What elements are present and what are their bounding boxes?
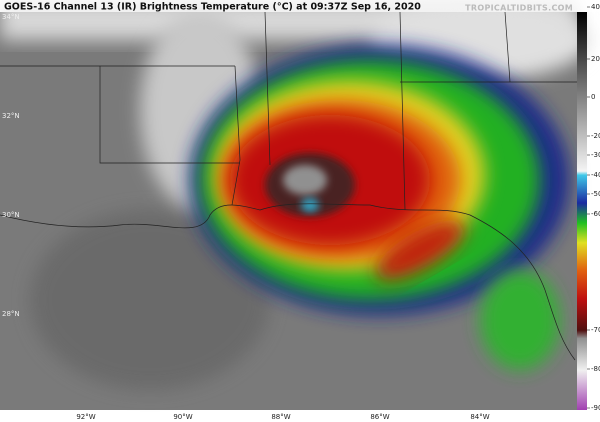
lon-label: 84°W xyxy=(470,413,489,421)
colorbar-label: -70 xyxy=(591,326,600,334)
lat-label: 34°N xyxy=(2,13,20,21)
credit: TROPICALTIDBITS.COM xyxy=(465,4,573,13)
colorbar-label: -40 xyxy=(591,171,600,179)
colorbar-label: 20 xyxy=(591,55,600,63)
colorbar-label: 0 xyxy=(591,93,595,101)
colorbar-label: 40 xyxy=(591,3,600,11)
lon-label: 90°W xyxy=(173,413,192,421)
colorbar-label: -30 xyxy=(591,151,600,159)
lon-label: 92°W xyxy=(76,413,95,421)
colorbar-label: -60 xyxy=(591,210,600,218)
lat-label: 28°N xyxy=(2,310,20,318)
colorbar-label: -80 xyxy=(591,365,600,373)
ir-image xyxy=(0,0,590,410)
colorbar-label: -20 xyxy=(591,132,600,140)
title: GOES-16 Channel 13 (IR) Brightness Tempe… xyxy=(4,2,421,13)
lat-label: 30°N xyxy=(2,211,20,219)
title-band xyxy=(0,0,600,12)
lat-label: 32°N xyxy=(2,112,20,120)
colorbar-label: -50 xyxy=(591,190,600,198)
colorbar xyxy=(577,12,587,410)
boundaries xyxy=(0,11,577,361)
colorbar-label: -90 xyxy=(591,404,600,412)
lon-label: 86°W xyxy=(370,413,389,421)
lon-label: 88°W xyxy=(271,413,290,421)
